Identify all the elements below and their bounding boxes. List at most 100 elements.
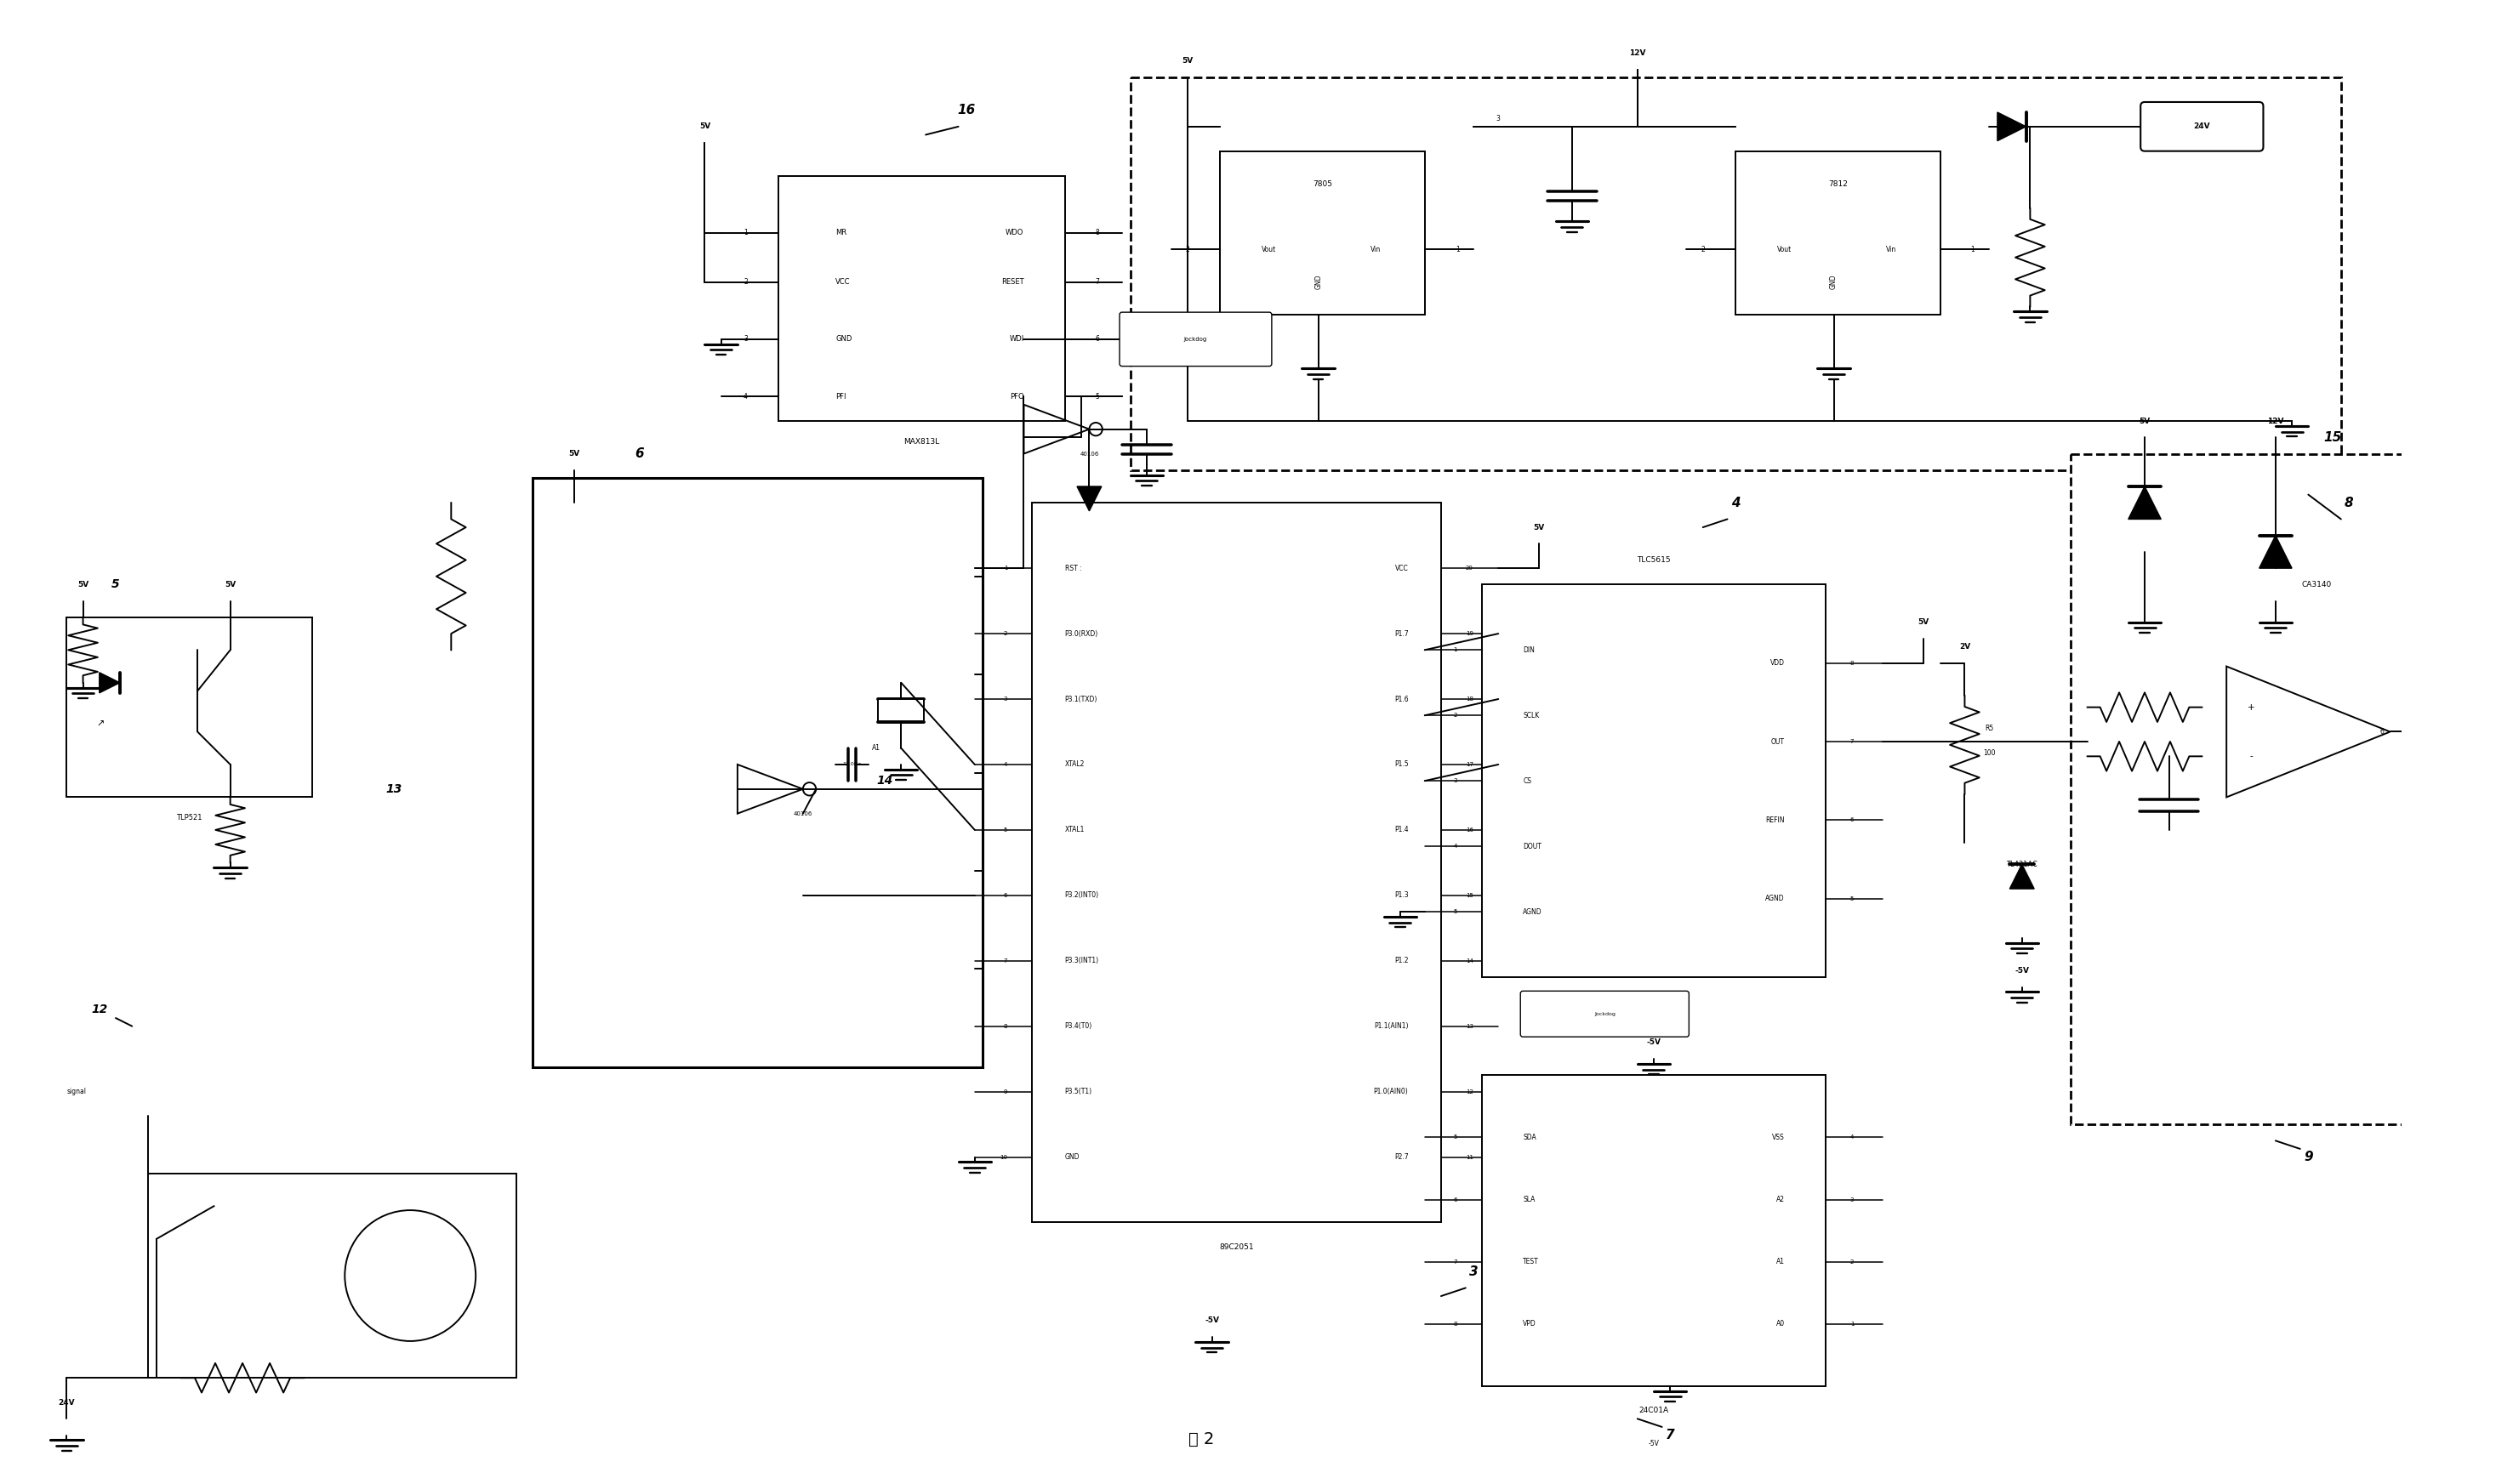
Text: 3: 3 (1470, 1266, 1478, 1278)
Bar (534, 478, 983, 1067)
Text: -: - (2249, 752, 2251, 761)
Text: 9: 9 (2304, 1150, 2314, 1163)
Text: 4: 4 (744, 393, 749, 401)
Text: AGND: AGND (1765, 895, 1785, 902)
Text: 8: 8 (1850, 660, 1855, 666)
Text: 16: 16 (958, 104, 976, 117)
Text: 14: 14 (876, 775, 894, 787)
Text: 19: 19 (1465, 631, 1473, 637)
Text: 8: 8 (1096, 229, 1098, 237)
Text: CS: CS (1523, 778, 1533, 785)
Text: MAX813L: MAX813L (904, 438, 938, 445)
Text: 5V: 5V (1181, 58, 1193, 65)
Text: 5V: 5V (1533, 524, 1545, 531)
Text: 6: 6 (2379, 729, 2384, 736)
Text: 1: 1 (744, 229, 749, 237)
Text: 5: 5 (1453, 910, 1458, 914)
Text: -5V: -5V (1206, 1316, 1218, 1324)
Text: 图 2: 图 2 (1188, 1431, 1213, 1447)
Polygon shape (1997, 113, 2027, 141)
Text: VCC: VCC (836, 278, 851, 286)
Text: $\nearrow$: $\nearrow$ (95, 720, 105, 727)
Text: P1.3: P1.3 (1395, 892, 1408, 899)
Text: 3: 3 (1850, 1198, 1855, 1202)
Text: 40106: 40106 (794, 812, 814, 816)
Text: 12V: 12V (2266, 417, 2284, 424)
Text: OUT: OUT (1772, 738, 1785, 745)
Text: 15: 15 (2324, 430, 2341, 444)
Text: 7: 7 (1850, 739, 1855, 743)
Text: P1.4: P1.4 (1395, 827, 1408, 834)
Text: 5V: 5V (699, 123, 711, 131)
Text: P2.7: P2.7 (1395, 1153, 1408, 1160)
Text: 4: 4 (1732, 497, 1740, 509)
Text: P3.1(TXD): P3.1(TXD) (1066, 695, 1098, 703)
Text: 6: 6 (1453, 1198, 1458, 1202)
Text: P3.5(T1): P3.5(T1) (1066, 1088, 1093, 1095)
Text: RST :: RST : (1066, 564, 1081, 571)
Text: SCLK: SCLK (1523, 712, 1540, 720)
Text: 12: 12 (92, 1003, 107, 1015)
Text: DIN: DIN (1523, 646, 1535, 654)
Text: GND: GND (1315, 275, 1323, 289)
Text: 2: 2 (744, 278, 749, 286)
FancyBboxPatch shape (1121, 312, 1273, 367)
Text: VDD: VDD (1770, 659, 1785, 666)
Bar (1483, 1076, 1825, 1386)
Text: 2V: 2V (1959, 643, 1969, 650)
Text: 2: 2 (1186, 245, 1191, 254)
Text: VPD: VPD (1523, 1321, 1535, 1328)
Text: 13: 13 (387, 784, 402, 795)
Bar (1221, 151, 1425, 315)
Text: 5: 5 (1096, 393, 1101, 401)
Text: 2: 2 (1700, 245, 1705, 254)
FancyBboxPatch shape (1520, 991, 1690, 1037)
Text: WDO: WDO (1006, 229, 1023, 237)
Text: P1.2: P1.2 (1395, 957, 1408, 965)
Bar (779, 175, 1066, 421)
Text: Jockdog: Jockdog (1595, 1012, 1615, 1017)
Text: 2: 2 (1850, 1260, 1855, 1264)
Text: 5: 5 (1453, 1135, 1458, 1140)
Text: 100: 100 (1982, 749, 1994, 757)
Text: 6: 6 (1003, 893, 1008, 898)
Text: RESET: RESET (1001, 278, 1023, 286)
Text: 7: 7 (1096, 278, 1101, 286)
Text: 6: 6 (1096, 335, 1101, 343)
Text: 5V: 5V (2139, 417, 2149, 424)
Polygon shape (2129, 487, 2162, 519)
Text: 5V: 5V (569, 450, 579, 457)
Text: 40106: 40106 (1081, 451, 1098, 456)
Text: 1: 1 (1453, 647, 1458, 653)
Text: 3: 3 (1453, 778, 1458, 784)
Text: 3: 3 (744, 335, 749, 343)
Text: 12.0Hz: 12.0Hz (844, 763, 861, 767)
Text: P3.2(INT0): P3.2(INT0) (1066, 892, 1098, 899)
Text: 4: 4 (1850, 1135, 1855, 1140)
Text: 1: 1 (1003, 565, 1008, 571)
Text: A1: A1 (1777, 1258, 1785, 1266)
Text: PFI: PFI (836, 393, 846, 401)
Text: Vout: Vout (1777, 245, 1792, 254)
Text: Jockdog: Jockdog (1183, 337, 1208, 341)
Text: TLP521: TLP521 (177, 813, 202, 822)
Text: 15: 15 (1465, 893, 1473, 898)
Text: DOUT: DOUT (1523, 843, 1543, 850)
Text: 18: 18 (1465, 696, 1473, 702)
Text: WDI: WDI (1008, 335, 1023, 343)
Text: 2: 2 (1003, 631, 1008, 637)
Text: 7805: 7805 (1313, 180, 1333, 187)
Text: P1.1(AIN1): P1.1(AIN1) (1373, 1022, 1408, 1030)
Text: P3.4(T0): P3.4(T0) (1066, 1022, 1093, 1030)
Text: 10: 10 (1001, 1155, 1008, 1159)
Text: XTAL1: XTAL1 (1066, 827, 1086, 834)
Text: P1.7: P1.7 (1395, 629, 1408, 638)
Text: 5: 5 (112, 579, 120, 591)
Bar (1031, 503, 1440, 1223)
Text: 3: 3 (1003, 696, 1008, 702)
Text: 11: 11 (1465, 1155, 1473, 1159)
Text: 14: 14 (1465, 959, 1473, 963)
Text: 7: 7 (1003, 959, 1008, 963)
Bar (879, 699, 924, 721)
Text: 7: 7 (1665, 1429, 1675, 1441)
